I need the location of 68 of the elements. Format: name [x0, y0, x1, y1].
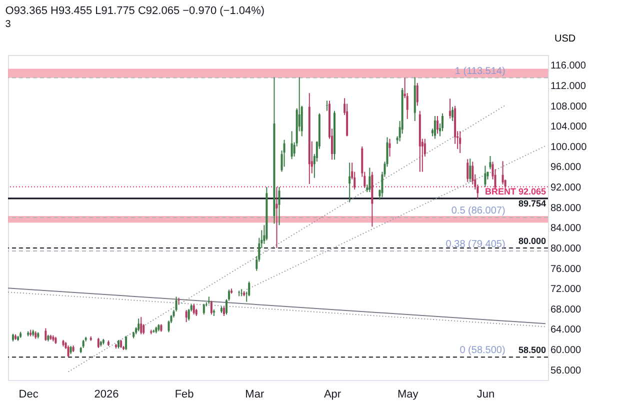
candlestick: [484, 165, 486, 188]
chart-subtitle: 3: [5, 19, 12, 30]
candlestick: [140, 316, 142, 335]
annotation: 0.5 (86.007): [451, 205, 506, 216]
candlestick: [469, 158, 472, 182]
ref-line-label: 89.754: [518, 198, 546, 208]
candlestick: [238, 290, 240, 297]
candlestick: [97, 337, 100, 349]
x-tick-label: May: [397, 388, 419, 400]
x-tick-label: Jun: [476, 388, 495, 400]
candlestick: [449, 98, 452, 119]
x-tick-label: Dec: [18, 388, 39, 400]
candlestick: [416, 82, 418, 106]
y-tick-label: 60.000: [550, 345, 582, 356]
y-tick-label: 56.000: [550, 365, 582, 376]
annotation: 0 (58.500): [460, 345, 506, 356]
candlestick: [368, 167, 371, 193]
candlestick: [466, 158, 469, 182]
candlestick: [223, 306, 225, 317]
candlestick: [240, 288, 243, 297]
y-tick-label: 84.000: [550, 223, 582, 234]
candlestick: [276, 186, 278, 248]
candlestick: [290, 130, 293, 160]
x-tick-label: Feb: [174, 388, 194, 400]
y-tick-label: 100.000: [550, 142, 588, 153]
y-tick-label: 80.000: [550, 243, 582, 254]
candlestick: [348, 162, 351, 203]
candlestick: [326, 100, 328, 112]
ref-line-label: 58.500: [518, 345, 546, 356]
candlestick: [192, 303, 195, 315]
candlestick: [388, 138, 391, 158]
candlestick: [208, 296, 210, 304]
y-tick-label: 72.000: [550, 284, 582, 296]
candlestick: [188, 308, 190, 322]
candlestick: [185, 309, 188, 323]
candlestick: [138, 318, 140, 332]
y-tick-label: 104.000: [550, 122, 588, 133]
candlestick: [178, 297, 180, 305]
y-tick-label: 96.000: [550, 162, 582, 174]
y-tick-label: 68.000: [550, 304, 582, 316]
candlestick: [44, 328, 47, 342]
annotation: 1 (113.514): [454, 66, 506, 77]
candlestick: [67, 344, 70, 358]
y-axis-title: USD: [554, 34, 576, 44]
candlestick: [436, 115, 438, 134]
ref-line-label: BRENT 92.065: [484, 186, 546, 197]
y-tick-label: 92.000: [550, 182, 582, 194]
candlestick: [278, 186, 280, 226]
x-tick-label: Apr: [324, 388, 342, 400]
candlestick: [459, 130, 462, 154]
ref-line-label: 80.000: [518, 236, 546, 246]
candlestick: [489, 156, 492, 170]
chart-title: O93.365 H93.455 L91.775 C92.065 −0.970 (−1.04%): [5, 5, 265, 17]
candlestick: [502, 160, 504, 185]
y-tick-label: 112.000: [550, 80, 586, 92]
annotation: 0.38 (79.405): [446, 238, 506, 250]
candlestick: [125, 335, 128, 351]
candlestick: [452, 106, 454, 122]
y-tick-label: 88.000: [550, 202, 582, 214]
candlestick: [210, 300, 212, 315]
x-tick-label: 2026: [94, 388, 119, 400]
candlestick: [202, 303, 205, 315]
y-tick-label: 76.000: [550, 264, 582, 275]
y-tick-label: 116.000: [550, 60, 586, 72]
y-tick-label: 64.000: [550, 324, 582, 336]
candlestick: [434, 115, 436, 140]
y-tick-label: 108.000: [550, 101, 588, 112]
x-tick-label: Mar: [245, 388, 264, 400]
